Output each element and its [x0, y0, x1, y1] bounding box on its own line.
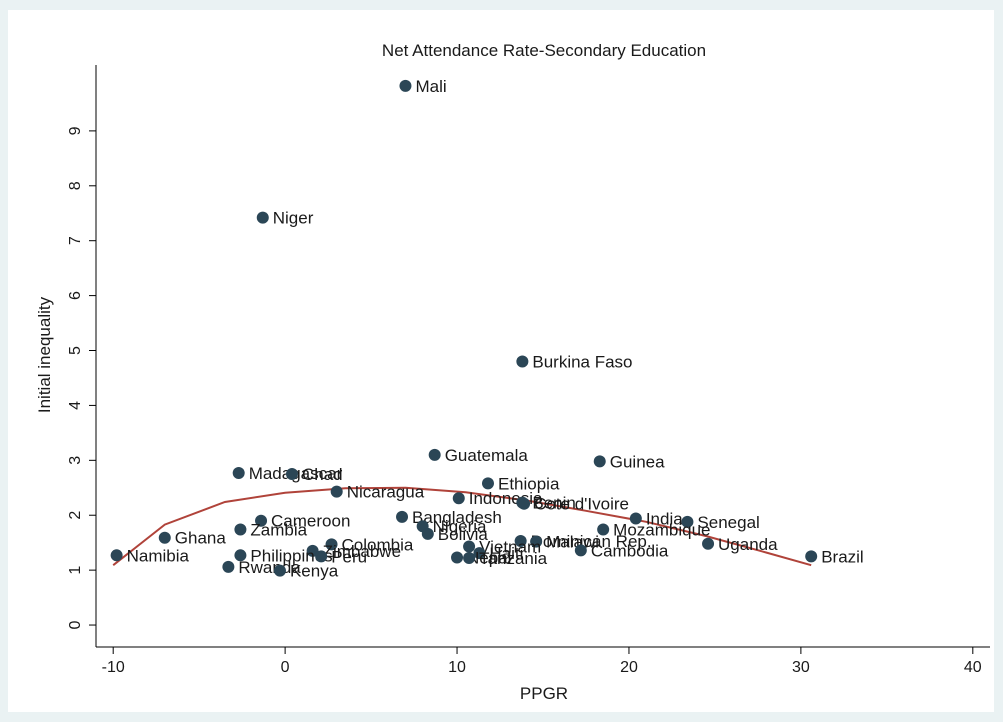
- y-tick-label: 6: [67, 291, 84, 300]
- point-label: Bangladesh: [412, 508, 502, 527]
- point-label: Mozambique: [613, 521, 710, 540]
- point-label: Burkina Faso: [532, 352, 632, 371]
- y-tick-label: 0: [67, 620, 84, 629]
- point-label: Ethiopia: [498, 474, 560, 493]
- data-point: [514, 535, 527, 548]
- point-label: Kenya: [290, 562, 339, 581]
- point-label: Cameroon: [271, 512, 350, 531]
- x-tick-label: -10: [102, 659, 125, 676]
- x-tick-label: 30: [792, 659, 810, 676]
- x-tick-label: 0: [281, 659, 290, 676]
- x-tick-label: 20: [620, 659, 638, 676]
- data-point: [306, 544, 319, 557]
- y-tick-label: 3: [67, 456, 84, 465]
- point-label: Cambodia: [591, 541, 669, 560]
- point-label: Senegal: [697, 513, 759, 532]
- data-point: [516, 355, 529, 368]
- data-point: [315, 550, 328, 563]
- point-label: Nepal: [467, 549, 511, 568]
- data-point: [574, 544, 587, 557]
- point-label: Peru: [331, 547, 367, 566]
- data-point: [330, 485, 343, 498]
- y-tick-label: 9: [67, 126, 84, 135]
- y-axis-label: Initial inequality: [35, 296, 54, 413]
- data-point: [396, 510, 409, 523]
- data-point: [255, 514, 268, 527]
- data-point: [530, 535, 543, 548]
- data-point: [325, 538, 338, 551]
- point-label: Zambia: [250, 521, 307, 540]
- data-point: [234, 549, 247, 562]
- point-label: Namibia: [127, 546, 190, 565]
- data-point: [273, 564, 286, 577]
- point-label: India: [646, 510, 683, 529]
- y-tick-label: 2: [67, 511, 84, 520]
- point-label: Vietnam: [479, 538, 541, 557]
- fit-line-layer: [112, 486, 812, 567]
- point-label: Cote d'Ivoire: [534, 495, 629, 514]
- point-label: Uganda: [718, 535, 778, 554]
- x-tick-label: 40: [964, 659, 982, 676]
- x-tick-label: 10: [448, 659, 466, 676]
- point-label: Brazil: [821, 547, 864, 566]
- point-label: Philippines: [250, 546, 332, 565]
- data-point: [597, 523, 610, 536]
- y-tick-label: 5: [67, 346, 84, 355]
- chart-title: Net Attendance Rate-Secondary Education: [382, 41, 706, 60]
- y-tick-label: 8: [67, 181, 84, 190]
- point-label: Zimbabwe: [323, 542, 401, 561]
- point-label: Guinea: [610, 452, 665, 471]
- point-label: Ghana: [175, 529, 227, 548]
- data-point: [234, 523, 247, 536]
- data-point: [451, 551, 464, 564]
- point-label: Nicaragua: [347, 483, 425, 502]
- plot-frame: [8, 10, 994, 712]
- fit-line: [112, 486, 812, 567]
- data-point: [399, 79, 412, 92]
- y-tick-label: 7: [67, 236, 84, 245]
- data-point: [805, 550, 818, 563]
- data-point: [421, 527, 434, 540]
- data-point: [518, 497, 531, 510]
- y-tick-label: 4: [67, 401, 84, 410]
- data-point: [428, 448, 441, 461]
- x-axis-label: PPGR: [520, 684, 568, 703]
- data-point: [232, 466, 245, 479]
- point-label: Mali: [415, 77, 446, 96]
- data-point: [463, 552, 476, 565]
- data-point: [452, 492, 465, 505]
- point-label: Colombia: [342, 535, 414, 554]
- data-point: [285, 468, 298, 481]
- point-label: Guatemala: [445, 446, 529, 465]
- axes: -10 0 10 20 30 40 0 1 2 3 4 5 6 7 8 9: [67, 65, 990, 676]
- data-point: [702, 537, 715, 550]
- point-label: Dominican Rep.: [531, 532, 652, 551]
- data-point: [629, 512, 642, 525]
- point-label: Haiti: [489, 544, 523, 563]
- point-label: Nigeria: [433, 517, 487, 536]
- point-label: Bolivia: [438, 525, 489, 544]
- y-tick-label: 1: [67, 566, 84, 575]
- point-label: Tanzania: [479, 549, 548, 568]
- point-label: Chad: [302, 465, 343, 484]
- point-label: Niger: [273, 209, 314, 228]
- data-point: [110, 549, 123, 562]
- data-point: [473, 547, 486, 560]
- data-point: [481, 477, 494, 490]
- point-label: Malawi: [546, 533, 599, 552]
- point-label: Benin: [532, 494, 575, 513]
- data-point: [158, 531, 171, 544]
- data-point: [681, 515, 694, 528]
- data-point: [222, 560, 235, 573]
- data-point: [256, 211, 269, 224]
- data-point: [463, 540, 476, 553]
- data-point: [593, 455, 606, 468]
